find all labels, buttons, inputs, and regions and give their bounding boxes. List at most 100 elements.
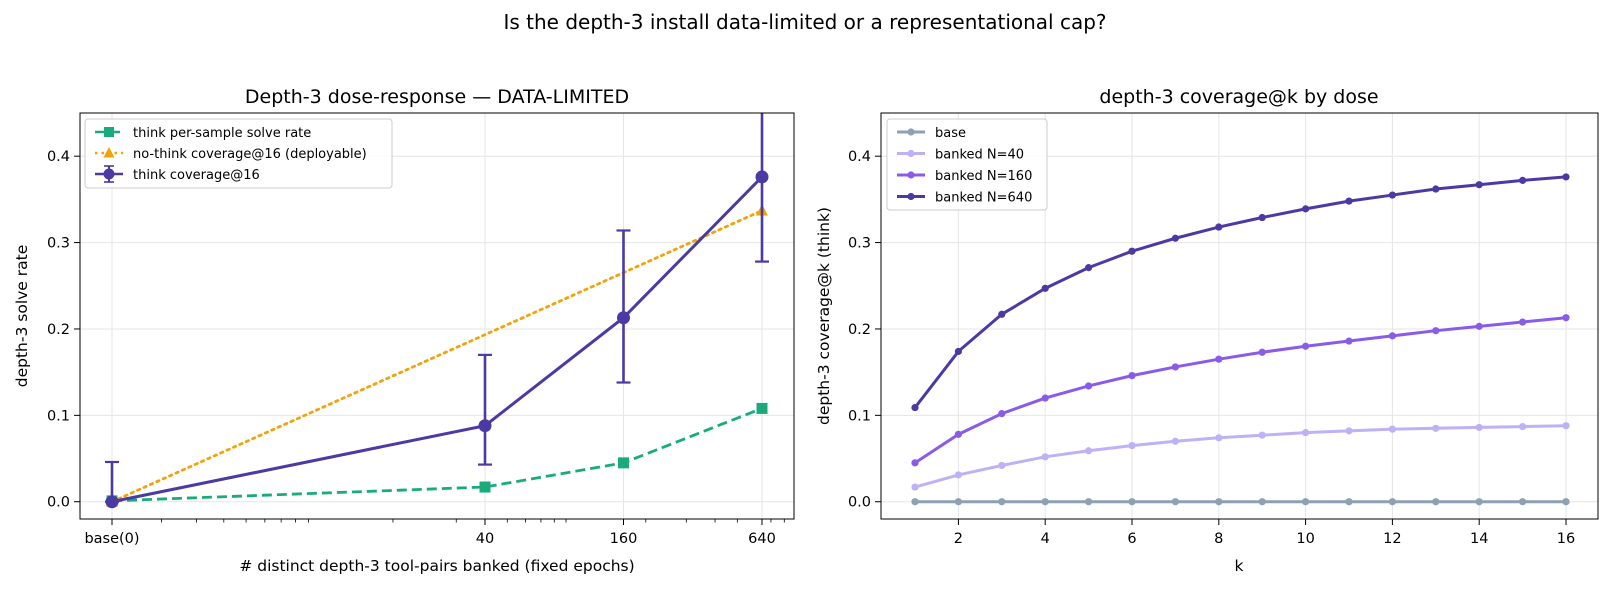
- coverage-point: [1302, 498, 1310, 506]
- coverage-point: [1215, 498, 1223, 506]
- left-y-tick-label: 0.4: [47, 149, 70, 165]
- coverage-point: [1475, 322, 1483, 330]
- left-legend-marker: [104, 127, 114, 137]
- coverage-point: [1171, 498, 1179, 506]
- coverage-point: [1041, 394, 1049, 402]
- coverage-point: [1432, 498, 1440, 506]
- right-legend-label: banked N=160: [935, 169, 1032, 184]
- coverage-point: [998, 410, 1006, 418]
- left-x-tick-label: base(0): [84, 531, 139, 547]
- left-legend-marker: [103, 168, 115, 180]
- left-legend-label: no-think coverage@16 (deployable): [133, 147, 367, 162]
- coverage-point: [1388, 332, 1396, 340]
- left-legend: think per-sample solve rate no-think cove…: [84, 118, 393, 189]
- right-x-tick-label: 14: [1470, 531, 1488, 547]
- think-per-sample-point: [479, 481, 491, 493]
- left-y-tick-label: 0.2: [47, 322, 70, 338]
- left-legend-label: think coverage@16: [133, 168, 260, 183]
- coverage-point: [1215, 355, 1223, 363]
- right-legend: base banked N=40 banked N=160 banked N=640: [886, 118, 1048, 211]
- coverage-point: [1475, 423, 1483, 432]
- left-axes-frame: [79, 112, 795, 520]
- coverage-point: [1302, 205, 1310, 213]
- left-x-tick-label: 640: [748, 531, 776, 547]
- right-x-tick-label: 6: [1127, 531, 1136, 547]
- coverage-point: [1519, 176, 1527, 184]
- coverage-point: [1085, 498, 1093, 506]
- right-y-tick-label: 0.0: [848, 495, 871, 511]
- right-chart-title: depth-3 coverage@k by dose: [1099, 86, 1378, 108]
- coverage-point: [1388, 191, 1396, 199]
- coverage-point: [1258, 213, 1266, 222]
- right-legend-label: base: [935, 126, 966, 141]
- left-legend-box: [84, 118, 393, 189]
- coverage-point: [1345, 498, 1353, 506]
- coverage-point: [1171, 437, 1179, 445]
- left-x-tick-label: 160: [610, 531, 638, 547]
- right-y-tick-label: 0.4: [848, 149, 871, 165]
- coverage-point: [998, 461, 1006, 470]
- right-panel: depth-3 coverage@k by dose 0.0 0.1 0.2 0.3 0…: [815, 86, 1599, 575]
- think-per-sample-point: [756, 402, 768, 414]
- right-legend-marker: [907, 128, 915, 136]
- right-x-tick-label: 4: [1041, 531, 1050, 547]
- series-banked-n-40-line: [914, 424, 1567, 489]
- right-y-axis-label: depth-3 coverage@k (think): [815, 207, 833, 425]
- left-y-tick-label: 0.1: [47, 408, 70, 424]
- think-coverage-point: [617, 311, 630, 325]
- think-coverage-point: [478, 419, 492, 433]
- coverage-point: [1302, 342, 1310, 350]
- coverage-point: [1128, 247, 1136, 255]
- right-legend-marker: [907, 192, 915, 201]
- right-x-tick-label: 12: [1383, 531, 1401, 547]
- coverage-point: [1432, 327, 1440, 335]
- left-x-tick-label: 40: [476, 531, 494, 547]
- coverage-point: [998, 310, 1006, 318]
- think-coverage-point: [755, 170, 769, 184]
- coverage-point: [911, 498, 919, 506]
- coverage-point: [1388, 498, 1396, 506]
- coverage-point: [1475, 181, 1483, 189]
- right-ticks: 0.0 0.1 0.2 0.3 0.4 2 4 6 8 10 12 14 16: [848, 149, 1575, 547]
- coverage-point: [1128, 441, 1136, 450]
- coverage-point: [998, 498, 1006, 506]
- coverage-point: [1215, 223, 1223, 231]
- right-x-tick-label: 2: [954, 531, 963, 547]
- left-legend-label: think per-sample solve rate: [133, 126, 311, 141]
- left-x-axis-label: # distinct depth-3 tool-pairs banked (fi…: [239, 557, 634, 575]
- right-y-tick-label: 0.2: [848, 322, 871, 338]
- coverage-point: [1171, 363, 1179, 371]
- coverage-point: [1085, 447, 1093, 455]
- coverage-point: [911, 459, 919, 467]
- left-legend-marker: [103, 147, 115, 158]
- coverage-point: [954, 471, 963, 479]
- coverage-point: [1258, 498, 1266, 506]
- right-y-tick-label: 0.1: [848, 408, 871, 424]
- right-x-tick-label: 16: [1557, 531, 1575, 547]
- coverage-point: [1432, 424, 1440, 432]
- right-legend-label: banked N=640: [935, 191, 1032, 206]
- series-banked-n-160-line: [914, 316, 1567, 465]
- coverage-point: [1128, 372, 1136, 380]
- coverage-point: [911, 483, 919, 491]
- coverage-point: [1128, 498, 1136, 506]
- coverage-point: [954, 430, 963, 438]
- coverage-point: [1562, 173, 1570, 181]
- right-y-tick-label: 0.3: [848, 236, 871, 252]
- left-chart-title: Depth-3 dose-response — DATA-LIMITED: [245, 86, 629, 108]
- right-axes-frame: [880, 112, 1599, 520]
- coverage-point: [1215, 434, 1223, 442]
- coverage-point: [1085, 382, 1093, 390]
- left-ticks: 0.0 0.1 0.2 0.3 0.4 base(0) 40 160 640: [47, 149, 785, 547]
- series-banked-n-640-line: [913, 175, 1567, 409]
- coverage-point: [1388, 425, 1396, 433]
- coverage-point: [1085, 264, 1093, 272]
- coverage-point: [954, 498, 963, 506]
- coverage-point: [1345, 197, 1353, 205]
- coverage-point: [1345, 427, 1353, 435]
- figure-title: Is the depth-3 install data-limited or a…: [503, 10, 1106, 34]
- coverage-point: [1258, 431, 1266, 439]
- coverage-point: [1258, 348, 1266, 356]
- think-coverage-point: [105, 495, 119, 509]
- series-nothink-coverage-line: [110, 209, 764, 504]
